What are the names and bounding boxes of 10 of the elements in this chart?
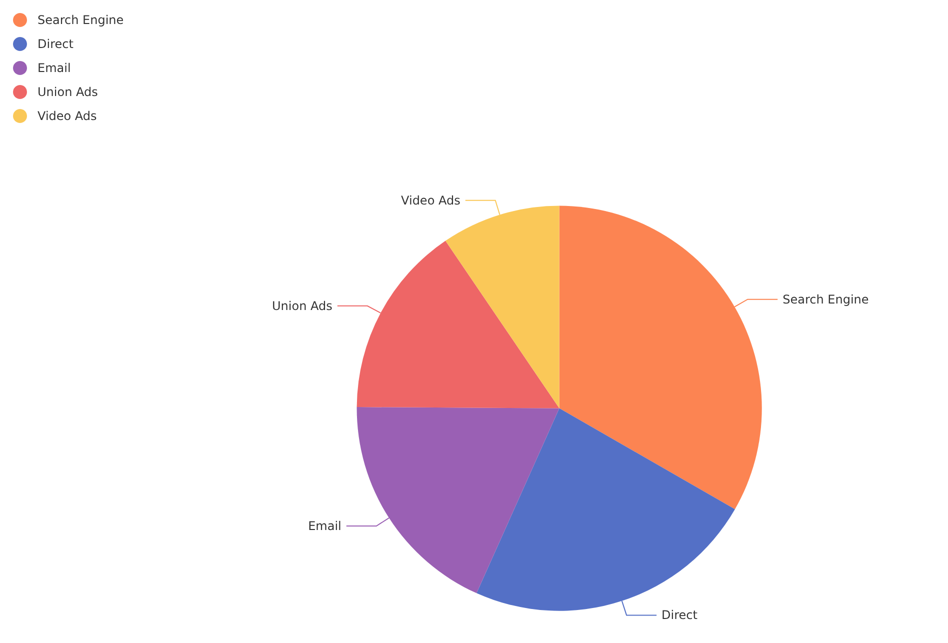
legend-label: Union Ads	[38, 85, 98, 99]
slice-label: Direct	[662, 608, 698, 622]
slice-label: Search Engine	[782, 292, 869, 306]
slice-label: Union Ads	[272, 298, 332, 313]
legend-label: Direct	[38, 37, 74, 51]
legend-label: Video Ads	[38, 109, 97, 123]
slice-label: Email	[308, 519, 342, 534]
legend-label: Search Engine	[38, 13, 124, 27]
slice-label: Video Ads	[401, 193, 460, 208]
legend-label: Email	[38, 61, 71, 75]
